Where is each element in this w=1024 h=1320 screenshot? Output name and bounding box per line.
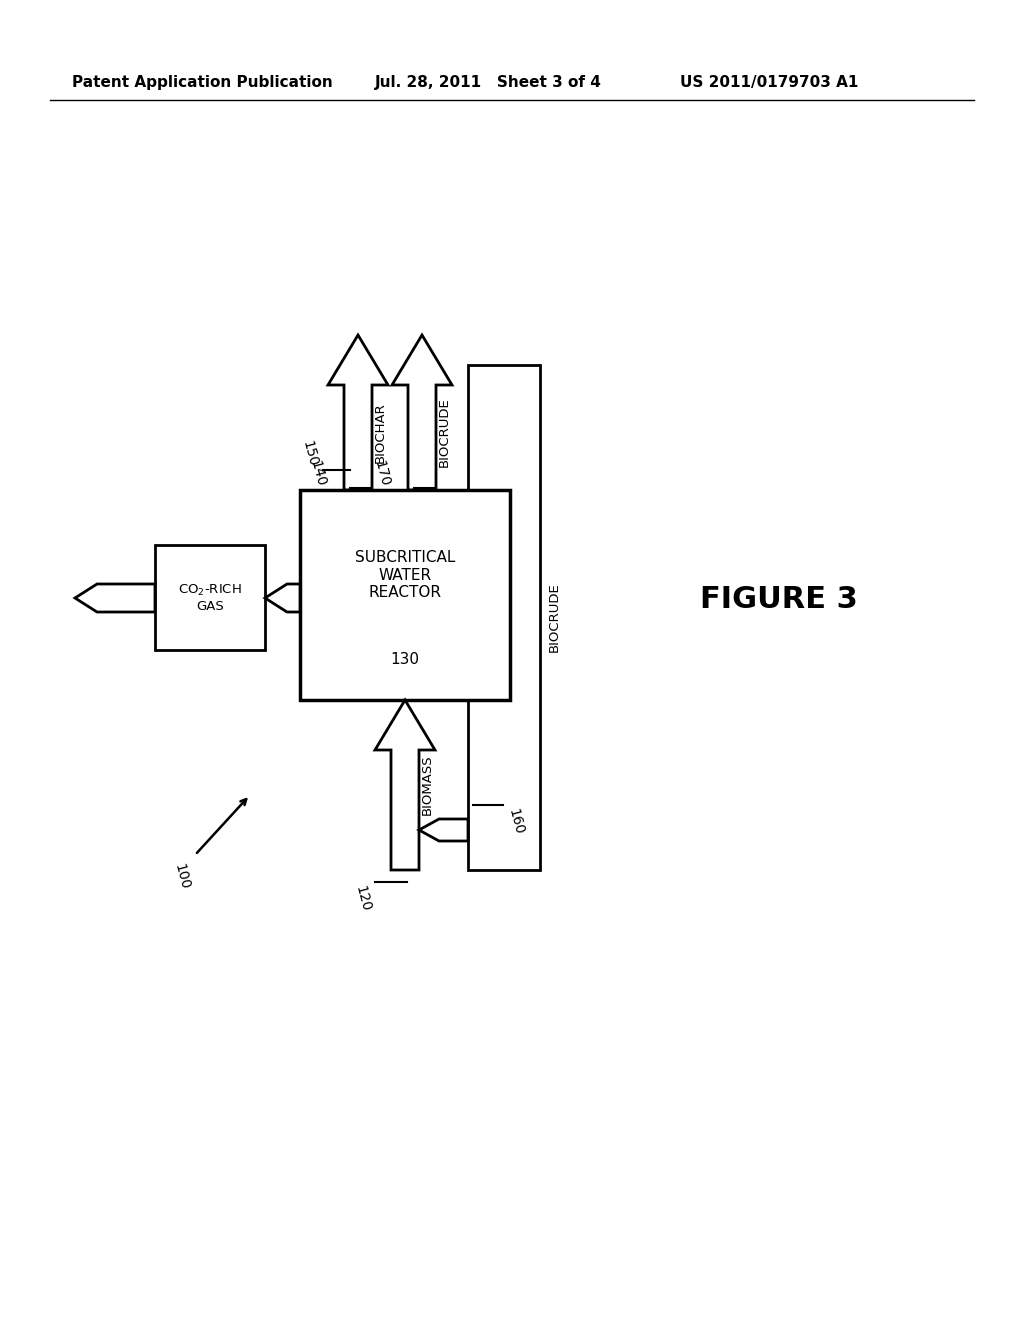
Polygon shape — [392, 335, 452, 490]
Polygon shape — [328, 335, 388, 490]
Text: BIOCRUDE: BIOCRUDE — [438, 397, 451, 467]
Text: 120: 120 — [352, 884, 373, 913]
Text: 140: 140 — [307, 459, 328, 488]
Polygon shape — [419, 818, 468, 841]
Polygon shape — [75, 583, 155, 612]
Text: CO$_2$-RICH
GAS: CO$_2$-RICH GAS — [178, 582, 242, 612]
Text: 100: 100 — [172, 862, 193, 891]
Bar — [155, 545, 265, 649]
Text: SUBCRITICAL
WATER
REACTOR: SUBCRITICAL WATER REACTOR — [354, 550, 456, 599]
Polygon shape — [375, 700, 435, 870]
Text: 130: 130 — [390, 652, 420, 668]
Text: BIOCRUDE: BIOCRUDE — [548, 582, 561, 652]
Text: 170: 170 — [372, 459, 392, 488]
Text: US 2011/0179703 A1: US 2011/0179703 A1 — [680, 74, 858, 90]
Text: 160: 160 — [506, 807, 526, 837]
Text: FIGURE 3: FIGURE 3 — [700, 586, 858, 615]
Text: BIOCHAR: BIOCHAR — [374, 403, 387, 463]
Bar — [468, 366, 540, 870]
Text: 150: 150 — [300, 440, 319, 469]
Polygon shape — [265, 583, 300, 612]
Bar — [300, 490, 510, 700]
Text: Jul. 28, 2011   Sheet 3 of 4: Jul. 28, 2011 Sheet 3 of 4 — [375, 74, 602, 90]
Text: Patent Application Publication: Patent Application Publication — [72, 74, 333, 90]
Text: BIOMASS: BIOMASS — [421, 755, 434, 816]
